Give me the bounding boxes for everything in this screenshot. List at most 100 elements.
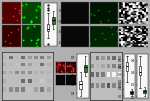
- Point: [9, 31, 12, 33]
- Bar: [118, 64, 121, 68]
- Point: [37, 38, 39, 40]
- Point: [70, 65, 72, 67]
- Point: [66, 66, 68, 67]
- Bar: [9, 79, 13, 83]
- Bar: [2, 56, 6, 59]
- Bar: [15, 63, 19, 66]
- Point: [27, 26, 29, 28]
- Point: [71, 67, 73, 68]
- Point: [72, 67, 74, 68]
- Point: [103, 38, 106, 39]
- Point: [29, 23, 31, 25]
- Bar: [15, 71, 19, 74]
- Point: [57, 67, 60, 68]
- Point: [17, 29, 19, 30]
- Point: [36, 45, 38, 47]
- Bar: [40, 79, 44, 83]
- Point: [17, 9, 20, 10]
- Point: [101, 32, 103, 34]
- Point: [58, 62, 60, 63]
- Bar: [47, 71, 51, 74]
- Bar: [9, 71, 13, 74]
- Point: [61, 72, 63, 73]
- Bar: [91, 56, 94, 60]
- Point: [56, 68, 58, 70]
- Point: [54, 65, 57, 67]
- Bar: [91, 83, 94, 88]
- Bar: [28, 71, 32, 74]
- Bar: [96, 64, 99, 68]
- Point: [74, 69, 77, 70]
- Point: [59, 64, 62, 65]
- Bar: [2, 87, 6, 92]
- Point: [108, 11, 110, 12]
- Point: [63, 70, 66, 72]
- Bar: [2, 71, 6, 74]
- Bar: [21, 79, 25, 83]
- Point: [66, 66, 68, 67]
- Bar: [107, 64, 110, 68]
- Point: [72, 70, 74, 71]
- Point: [7, 34, 9, 36]
- Point: [116, 30, 118, 32]
- Point: [63, 65, 65, 67]
- Point: [57, 63, 59, 65]
- Point: [37, 5, 40, 7]
- Point: [116, 18, 118, 20]
- Point: [40, 41, 42, 43]
- Bar: [112, 72, 116, 77]
- Bar: [9, 63, 13, 66]
- Point: [74, 71, 77, 73]
- Bar: [28, 63, 32, 66]
- Bar: [47, 56, 51, 59]
- Bar: [107, 83, 110, 88]
- Bar: [107, 72, 110, 77]
- Point: [63, 67, 65, 69]
- Point: [110, 26, 112, 28]
- Bar: [112, 64, 116, 68]
- Bar: [118, 72, 121, 77]
- Bar: [112, 83, 116, 88]
- Point: [62, 65, 64, 66]
- Point: [8, 42, 11, 43]
- Point: [56, 71, 58, 72]
- Point: [68, 65, 70, 67]
- Point: [35, 9, 37, 11]
- Bar: [9, 56, 13, 59]
- PathPatch shape: [144, 90, 146, 93]
- Bar: [40, 87, 44, 92]
- PathPatch shape: [126, 62, 128, 71]
- Point: [90, 13, 92, 14]
- Point: [56, 62, 58, 63]
- Point: [33, 46, 35, 48]
- Point: [100, 23, 102, 24]
- Bar: [15, 79, 19, 83]
- Point: [35, 42, 37, 43]
- Point: [70, 70, 72, 71]
- Point: [35, 16, 37, 17]
- Bar: [21, 56, 25, 59]
- Bar: [112, 56, 116, 60]
- PathPatch shape: [52, 17, 55, 24]
- Point: [72, 68, 74, 70]
- Point: [97, 9, 99, 11]
- Bar: [21, 71, 25, 74]
- Bar: [102, 83, 105, 88]
- Point: [30, 20, 32, 21]
- Point: [36, 39, 38, 40]
- PathPatch shape: [79, 81, 82, 89]
- Point: [107, 19, 109, 20]
- Point: [12, 15, 14, 17]
- Point: [30, 39, 32, 41]
- Bar: [47, 87, 51, 92]
- Point: [98, 20, 101, 21]
- Bar: [102, 56, 105, 60]
- Bar: [47, 63, 51, 66]
- Bar: [34, 87, 38, 92]
- Bar: [28, 56, 32, 59]
- Bar: [28, 87, 32, 92]
- Bar: [2, 79, 6, 83]
- Bar: [91, 72, 94, 77]
- Point: [30, 21, 33, 22]
- Point: [72, 70, 74, 71]
